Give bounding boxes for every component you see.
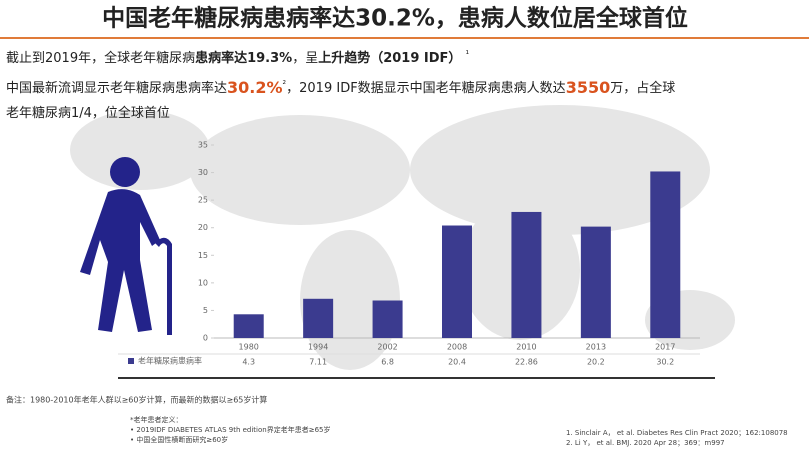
slide-title: 中国老年糖尿病患病率达30.2%，患病人数位居全球首位 xyxy=(102,5,688,32)
x-tick-label: 2010 xyxy=(516,343,536,352)
bar xyxy=(442,225,472,338)
text-run: 患病率达19.3% xyxy=(195,50,292,66)
y-tick-label: 25 xyxy=(198,196,208,205)
elderly-icon xyxy=(80,157,172,335)
definition-item: • 中国全国性横断面研究≥60岁 xyxy=(130,435,228,444)
text-run: 30.2% xyxy=(227,78,283,97)
x-tick-label: 2002 xyxy=(377,343,397,352)
text-run: 老年糖尿病1/4，位全球首位 xyxy=(6,105,170,121)
table-value: 7.11 xyxy=(309,358,327,367)
definition-text: 2019IDF DIABETES ATLAS 9th edition界定老年患者… xyxy=(136,425,330,434)
y-tick-label: 0 xyxy=(203,334,208,343)
table-value: 22.86 xyxy=(515,358,538,367)
reference: 1. Sinclair A， et al. Diabetes Res Clin … xyxy=(566,429,788,437)
bar xyxy=(511,211,542,338)
y-tick-label: 35 xyxy=(198,141,208,150)
table-value: 20.4 xyxy=(448,358,466,367)
text-line: 截止到2019年，全球老年糖尿病患病率达19.3%，呈上升趋势（2019 IDF… xyxy=(6,50,469,66)
bar xyxy=(372,300,403,338)
legend-label: 老年糖尿病患病率 xyxy=(138,356,202,366)
definition-title: *老年患者定义： xyxy=(130,415,183,424)
table-value: 6.8 xyxy=(381,358,394,367)
text-line: 老年糖尿病1/4，位全球首位 xyxy=(6,105,170,121)
bar xyxy=(580,226,611,338)
x-tick-label: 2017 xyxy=(655,343,675,352)
text-run: 3550 xyxy=(566,78,611,97)
x-tick-label: 2008 xyxy=(447,343,467,352)
bar xyxy=(650,171,681,338)
text-run: ¹ xyxy=(465,50,469,60)
legend-swatch xyxy=(128,358,134,364)
y-tick-label: 10 xyxy=(198,278,208,287)
text-run: 上升趋势（2019 IDF） xyxy=(318,50,461,66)
reference: 2. Li Y， et al. BMJ. 2020 Apr 28；369：m99… xyxy=(566,439,725,447)
x-tick-label: 2013 xyxy=(586,343,606,352)
text-run: 万，占全球 xyxy=(610,80,675,96)
text-line: 中国最新流调显示老年糖尿病患病率达30.2%²，2019 IDF数据显示中国老年… xyxy=(6,78,675,97)
x-tick-label: 1994 xyxy=(308,343,328,352)
bar xyxy=(303,298,334,338)
text-run: 截止到2019年，全球老年糖尿病 xyxy=(6,50,195,66)
note: 备注：1980-2010年老年人群以≥60岁计算，而最新的数据以≥65岁计算 xyxy=(6,395,267,405)
table-value: 20.2 xyxy=(587,358,605,367)
text-run: 中国最新流调显示老年糖尿病患病率达 xyxy=(6,80,227,96)
text-run: ² xyxy=(283,80,287,90)
table-value: 4.3 xyxy=(242,358,255,367)
bar xyxy=(233,314,264,338)
y-tick-label: 5 xyxy=(203,306,208,315)
y-tick-label: 20 xyxy=(198,223,208,232)
text-run: ，呈 xyxy=(292,51,318,66)
definition-text: 中国全国性横断面研究≥60岁 xyxy=(136,435,228,444)
y-tick-label: 30 xyxy=(198,168,208,177)
x-tick-label: 1980 xyxy=(239,343,259,352)
y-tick-label: 15 xyxy=(198,251,208,260)
definition-item: • 2019IDF DIABETES ATLAS 9th edition界定老年… xyxy=(130,425,331,434)
table-value: 30.2 xyxy=(656,358,674,367)
text-run: ，2019 IDF数据显示中国老年糖尿病患病人数达 xyxy=(286,80,566,96)
